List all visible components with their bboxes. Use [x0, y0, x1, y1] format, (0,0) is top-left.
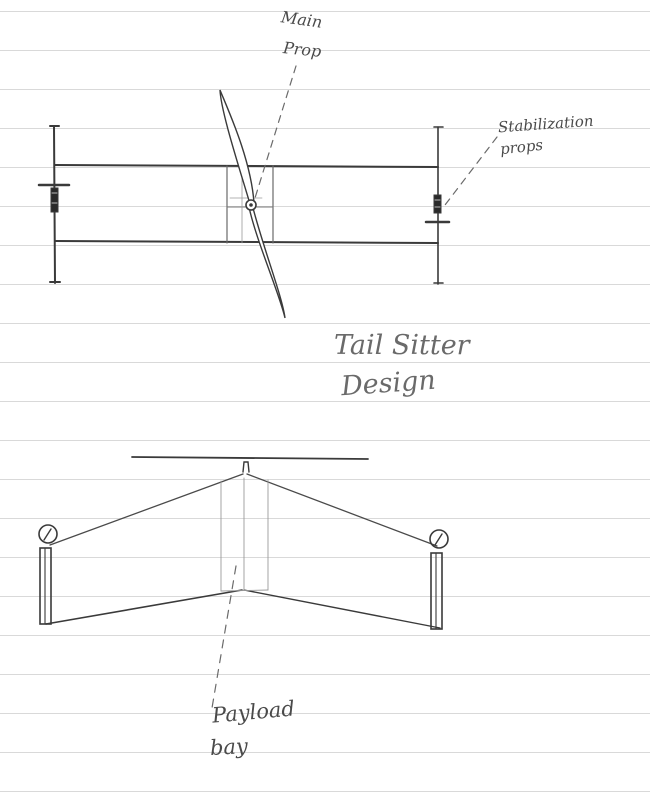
- wing-trailing-edge: [54, 240, 439, 244]
- payload-label-line2: bay: [209, 734, 249, 760]
- main-prop-label-line2: Prop: [282, 38, 323, 61]
- ruled-line: [0, 401, 650, 402]
- ruled-line: [0, 557, 650, 558]
- ruled-line: [0, 596, 650, 597]
- wing-top-left: [49, 473, 244, 546]
- ruled-line: [0, 752, 650, 753]
- ruled-line: [0, 89, 650, 90]
- ruled-line: [0, 362, 650, 363]
- left-stab-motor: [50, 187, 59, 213]
- right-stab-motor: [433, 194, 442, 214]
- wing-bottom-left: [45, 589, 243, 625]
- design-title-line2: Design: [340, 364, 437, 403]
- perspective-drawing: [38, 456, 449, 709]
- wing-top-right: [246, 473, 438, 547]
- ruled-line: [0, 713, 650, 714]
- ruled-line: [0, 167, 650, 168]
- wing-bottom-right: [243, 589, 441, 629]
- payload-bay-leader: [211, 565, 237, 709]
- ruled-line: [0, 284, 650, 285]
- stabilization-label-line2: props: [499, 135, 544, 159]
- ruled-line: [0, 635, 650, 636]
- ruled-line: [0, 674, 650, 675]
- ruled-line: [0, 479, 650, 480]
- ruled-line: [0, 11, 650, 12]
- main-prop-disk: [131, 456, 369, 460]
- ruled-line: [0, 323, 650, 324]
- right-stab-prop-disk: [429, 529, 449, 549]
- design-title-line1: Tail Sitter: [334, 330, 470, 361]
- main-prop-lower-blade: [248, 206, 286, 319]
- ruled-line: [0, 206, 650, 207]
- left-stab-prop-disk: [38, 524, 58, 544]
- main-prop-mount: [242, 461, 250, 473]
- ruled-line: [0, 440, 650, 441]
- ruled-line: [0, 50, 650, 51]
- ruled-line: [0, 791, 650, 792]
- main-prop-leader: [254, 65, 297, 199]
- ruled-line: [0, 245, 650, 246]
- ruled-line: [0, 518, 650, 519]
- stab-props-leader: [444, 136, 498, 206]
- ruled-line: [0, 128, 650, 129]
- main-prop-upper-blade: [219, 89, 255, 205]
- top-view-drawing: [37, 65, 498, 319]
